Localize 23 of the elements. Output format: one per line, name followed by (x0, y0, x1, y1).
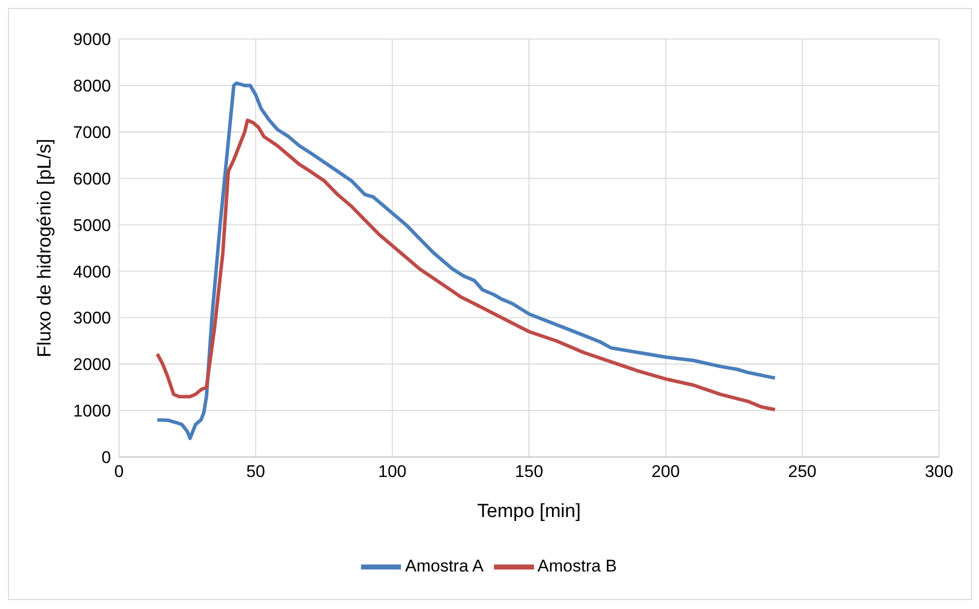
legend-label: Amostra A (405, 556, 484, 576)
y-tick-label: 8000 (73, 76, 111, 96)
x-tick-label: 200 (651, 462, 680, 482)
y-tick-label: 1000 (73, 402, 111, 421)
y-tick-label: 6000 (73, 169, 111, 188)
line-series (156, 81, 777, 440)
x-tick-label: 0 (114, 462, 124, 482)
x-axis-title: Tempo [min] (477, 501, 581, 522)
x-tick-label: 100 (378, 462, 407, 482)
y-tick-label: 7000 (73, 122, 111, 142)
x-tick-label: 150 (514, 462, 544, 482)
x-tick-label: 300 (924, 462, 954, 482)
y-tick-label: 3000 (73, 308, 111, 328)
line-series (156, 118, 777, 412)
legend-label: Amostra B (538, 556, 617, 576)
x-tick-label: 50 (246, 462, 266, 482)
y-tick-label: 4000 (73, 262, 111, 282)
x-tick-label: 250 (788, 462, 817, 482)
y-tick-label: 2000 (73, 355, 111, 374)
y-tick-label: 5000 (73, 216, 111, 235)
y-tick-label: 0 (102, 448, 111, 468)
y-axis-title: Fluxo de hidrogénio [pL/s] (34, 138, 56, 358)
y-tick-label: 9000 (73, 30, 111, 50)
